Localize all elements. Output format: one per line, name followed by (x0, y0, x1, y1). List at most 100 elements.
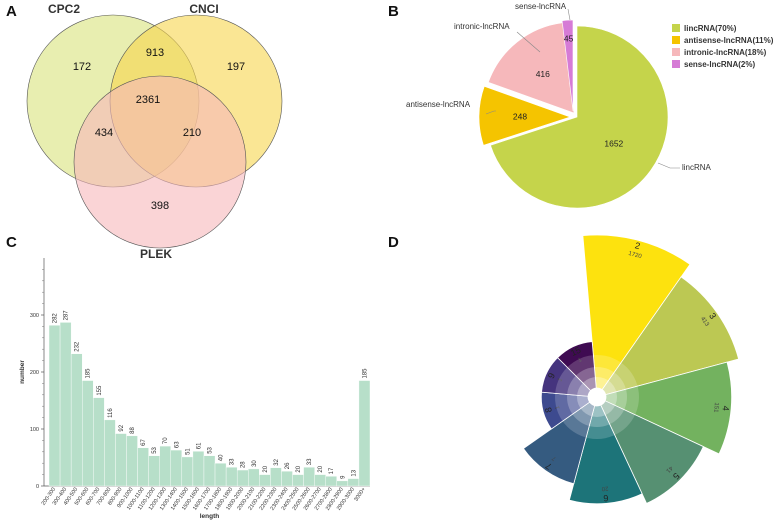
pie-category-label: lincRNA (682, 163, 712, 172)
bar-value-label: 26 (285, 462, 291, 469)
bar (225, 466, 238, 487)
bar (281, 470, 293, 487)
bar (159, 445, 171, 487)
rose-sector-label: 2 (634, 240, 641, 251)
pie-leader-line (657, 162, 680, 169)
bar-value-label: 33 (230, 458, 236, 465)
bar (192, 451, 205, 487)
bar (126, 435, 138, 487)
y-tick-label: 100 (30, 427, 39, 433)
bar (82, 380, 94, 487)
rose-sector-value: 41 (664, 464, 673, 473)
pie-slice (561, 19, 574, 112)
bar (181, 456, 194, 487)
pie-slice (487, 22, 575, 114)
bar-value-label: 61 (196, 442, 202, 449)
bar-value-label: 40 (219, 454, 225, 461)
rose-center-hole (588, 388, 606, 406)
bar (203, 455, 216, 487)
x-tick-label: 3000+ (353, 487, 367, 503)
venn-diagram: CPC2 CNCI PLEK 172 197 398 913 434 210 2… (26, 2, 283, 261)
bar-value-label: 116 (108, 408, 114, 418)
bar (303, 466, 315, 487)
bar (148, 455, 160, 487)
bar (70, 353, 83, 487)
bar (347, 478, 360, 487)
rose-sector-label: 3 (707, 311, 718, 321)
pie-leader-line (516, 31, 541, 53)
bar-value-label: 33 (307, 458, 313, 465)
y-tick-label: 0 (36, 484, 39, 490)
pie-value-label: 416 (536, 69, 550, 79)
bar-value-label: 88 (130, 427, 136, 434)
rose-sector-value: 1 (557, 377, 564, 383)
panel-letter-c: C (6, 234, 17, 251)
panel-letter-d: D (388, 234, 399, 251)
venn-region-value: 197 (227, 61, 245, 73)
bar-value-label: 9 (340, 475, 346, 479)
bar (59, 322, 72, 487)
bar-value-label: 232 (75, 341, 81, 352)
rose-sector-label: 5 (671, 471, 682, 482)
bar (314, 474, 326, 487)
pie-value-label: 1652 (604, 139, 623, 149)
bar-value-label: 51 (185, 448, 191, 455)
legend-swatch (672, 36, 680, 44)
bar (236, 469, 249, 487)
rose-sector-value: 1720 (628, 251, 643, 260)
bar (270, 467, 282, 487)
bar-value-label: 17 (329, 467, 335, 474)
bar-value-label: 282 (53, 313, 59, 324)
y-axis-label: number (19, 360, 26, 384)
bar (214, 463, 227, 487)
bar (93, 397, 105, 487)
y-tick-label: 200 (30, 370, 39, 376)
bar (104, 419, 116, 487)
bar-value-label: 20 (296, 465, 302, 472)
bar (292, 474, 304, 487)
legend-swatch (672, 24, 680, 32)
legend-swatch (672, 60, 680, 68)
pie-slice (478, 85, 571, 146)
x-axis-label: length (200, 513, 220, 520)
venn-set-label-plek: PLEK (140, 247, 172, 261)
rose-sector-value: 151 (712, 402, 719, 413)
rose-sector-value: 1 (577, 357, 583, 364)
bar-value-label: 28 (241, 461, 247, 468)
bar (259, 474, 271, 487)
venn-region-value: 2361 (136, 94, 160, 106)
pie-category-label: antisense-lncRNA (406, 100, 471, 109)
y-tick-label: 300 (30, 313, 39, 319)
venn-region-value: 398 (151, 200, 169, 212)
bar-value-label: 20 (263, 465, 269, 472)
bar-value-label: 63 (174, 441, 180, 448)
pie-leader-line (567, 8, 571, 21)
bar-value-label: 13 (351, 469, 357, 476)
rose-sector-label: 6 (603, 493, 609, 503)
bar-value-label: 53 (152, 446, 158, 453)
legend-entry: sense-lncRNA(2%) (684, 60, 755, 69)
venn-region-value: 434 (95, 127, 113, 139)
rose-sector-label: 4 (721, 405, 731, 411)
bar-value-label: 185 (86, 368, 92, 379)
legend-entry: antisense-lncRNA(11%) (684, 36, 774, 45)
rose-sector-label: 8 (543, 406, 554, 413)
rose-sector-label: 7 (544, 461, 554, 472)
bar-value-label: 32 (274, 458, 280, 465)
venn-region-value: 172 (73, 61, 91, 73)
bar (137, 447, 149, 487)
legend-entry: lincRNA(70%) (684, 24, 737, 33)
pie-chart: 1652 lincRNA 248 antisense-lncRNA 416 introni… (406, 2, 712, 209)
rose-sector-label: 9 (546, 371, 557, 380)
legend-entry: intronic-lncRNA(18%) (684, 48, 767, 57)
bar-value-label: 53 (208, 446, 214, 453)
pie-category-label: sense-lncRNA (515, 2, 567, 11)
venn-circle-plek (73, 75, 247, 249)
pie-slice (490, 25, 669, 209)
rose-sector-value: 20 (601, 485, 609, 492)
bar (325, 476, 337, 487)
rose-sector-value: 7 (551, 454, 558, 461)
